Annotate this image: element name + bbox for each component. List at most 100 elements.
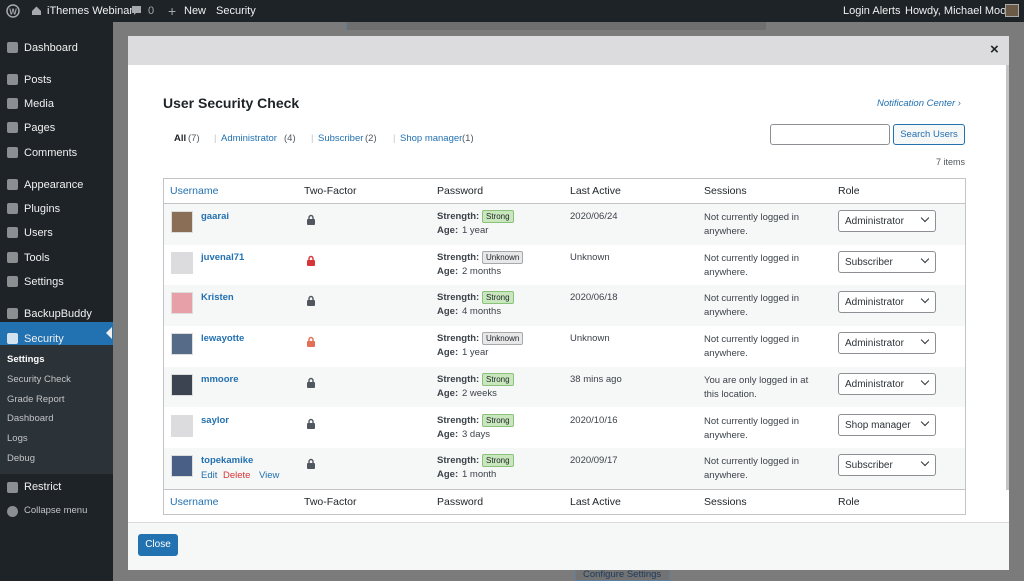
close-button[interactable]: Close [138,534,178,556]
username[interactable]: Kristen [201,292,234,304]
submenu-item[interactable]: Debug [7,453,35,464]
filter-label[interactable]: Shop manager [400,133,463,144]
strength-label: Strength: [437,292,480,304]
wp-logo[interactable]: W [6,4,20,18]
age-label: Age: [437,428,459,440]
row-action[interactable]: Edit [201,470,218,482]
strength-badge: Strong [482,210,514,223]
menu-item[interactable]: Tools [24,252,50,264]
username[interactable]: gaarai [201,211,229,222]
sessions: You are only logged in at this location. [704,374,809,400]
menu-item[interactable]: Collapse menu [24,505,88,516]
username[interactable]: mmoore [201,373,239,385]
menu-item[interactable]: Posts [24,74,52,86]
menu-icon [7,227,18,238]
menu-item[interactable]: Restrict [24,481,62,493]
role-select[interactable]: Subscriber [838,250,936,273]
last-active: 38 mins ago [570,373,622,385]
filter-label[interactable]: All [174,133,187,144]
site-name[interactable]: iThemes Webinar [47,5,133,17]
chevron [920,417,930,426]
footer-border [164,488,965,490]
lock-icon [306,253,316,271]
role-value: Subscriber [845,460,893,472]
age-label: Age: [437,387,459,399]
submenu-item[interactable]: Settings [7,354,45,365]
menu-icon [7,333,18,344]
avatar [171,211,193,233]
menu-item[interactable]: Comments [24,147,78,159]
menu-item[interactable]: BackupBuddy [24,308,92,320]
submenu-item[interactable]: Dashboard [7,413,54,425]
strength-badge: Unknown [482,250,524,264]
modal: × User Security Check Notification Cente… [128,36,1009,570]
chevron [920,335,930,345]
lock-icon [306,334,316,352]
column-footer[interactable]: Username [170,495,219,508]
last-active: Unknown [570,333,610,345]
security-link[interactable]: Security [216,5,256,17]
age: 2 weeks [462,387,497,399]
age-label: Age: [437,306,459,318]
avatar [171,251,193,274]
role-select[interactable]: Shop manager [838,413,936,436]
lock [307,377,315,388]
role-select[interactable]: Administrator [838,210,936,232]
howdy[interactable]: Howdy, Michael Moore [905,5,1017,17]
search-input[interactable] [770,124,890,145]
login-alerts[interactable]: Login Alerts [843,5,901,17]
menu-item[interactable]: Dashboard [24,42,78,54]
menu-item[interactable]: Appearance [24,179,84,191]
role-select[interactable]: Administrator [838,332,936,355]
modal-header [128,36,1009,65]
users-table: Username Two-Factor Password Last Active Ses… [163,178,966,515]
sessions: Not currently logged in anywhere. [704,212,800,237]
age-label: Age: [437,469,459,481]
username[interactable]: lewayotte [201,333,245,345]
submenu-item[interactable]: Logs [7,433,28,445]
svg-text:W: W [9,8,17,17]
sessions: Not currently logged in anywhere. [704,334,800,360]
comment-count[interactable]: 0 [148,5,155,17]
last-active: 2020/09/17 [570,455,618,467]
username[interactable]: topekamike [201,455,254,467]
role-select[interactable]: Administrator [838,372,936,395]
search-button[interactable]: Search Users [893,124,965,145]
submenu-item[interactable]: Security Check [7,373,71,385]
avatar [171,373,193,396]
filter-label[interactable]: Subscriber [318,133,364,144]
submenu-item[interactable]: Grade Report [7,393,65,405]
strength-label: Strength: [437,414,480,426]
menu-item[interactable]: Pages [24,122,56,134]
row-action[interactable]: Delete [223,470,251,482]
menu-item[interactable]: Media [24,98,54,110]
menu-icon [7,276,18,287]
lock [307,336,315,348]
menu-item[interactable]: Settings [24,276,64,288]
last-active: 2020/10/16 [570,414,618,426]
role-select[interactable]: Subscriber [838,454,936,477]
menu-item[interactable]: Plugins [24,203,61,215]
close-x[interactable]: × [990,41,999,58]
role-value: Administrator [845,378,904,390]
separator: | [393,133,396,144]
menu-item[interactable]: Users [24,227,53,239]
row-action[interactable]: View [259,470,280,482]
modal-title: User Security Check [163,95,300,111]
menu-item[interactable]: Security [24,333,64,345]
age: 1 month [462,469,497,481]
chevron [920,254,930,263]
active-item-bg [0,322,113,345]
menu-icon [7,308,18,319]
notification-center[interactable]: Notification Center › [877,98,961,109]
username[interactable]: saylor [201,414,229,426]
column-footer: Last Active [570,495,621,508]
new-link[interactable]: New [184,5,207,17]
filter-label[interactable]: Administrator [221,133,277,144]
role-value: Subscriber [845,256,893,268]
role-select[interactable]: Administrator [838,291,936,314]
table-row [164,244,965,286]
username[interactable]: juvenal71 [201,251,245,263]
avatar [171,455,193,478]
column-header[interactable]: Username [170,185,219,197]
